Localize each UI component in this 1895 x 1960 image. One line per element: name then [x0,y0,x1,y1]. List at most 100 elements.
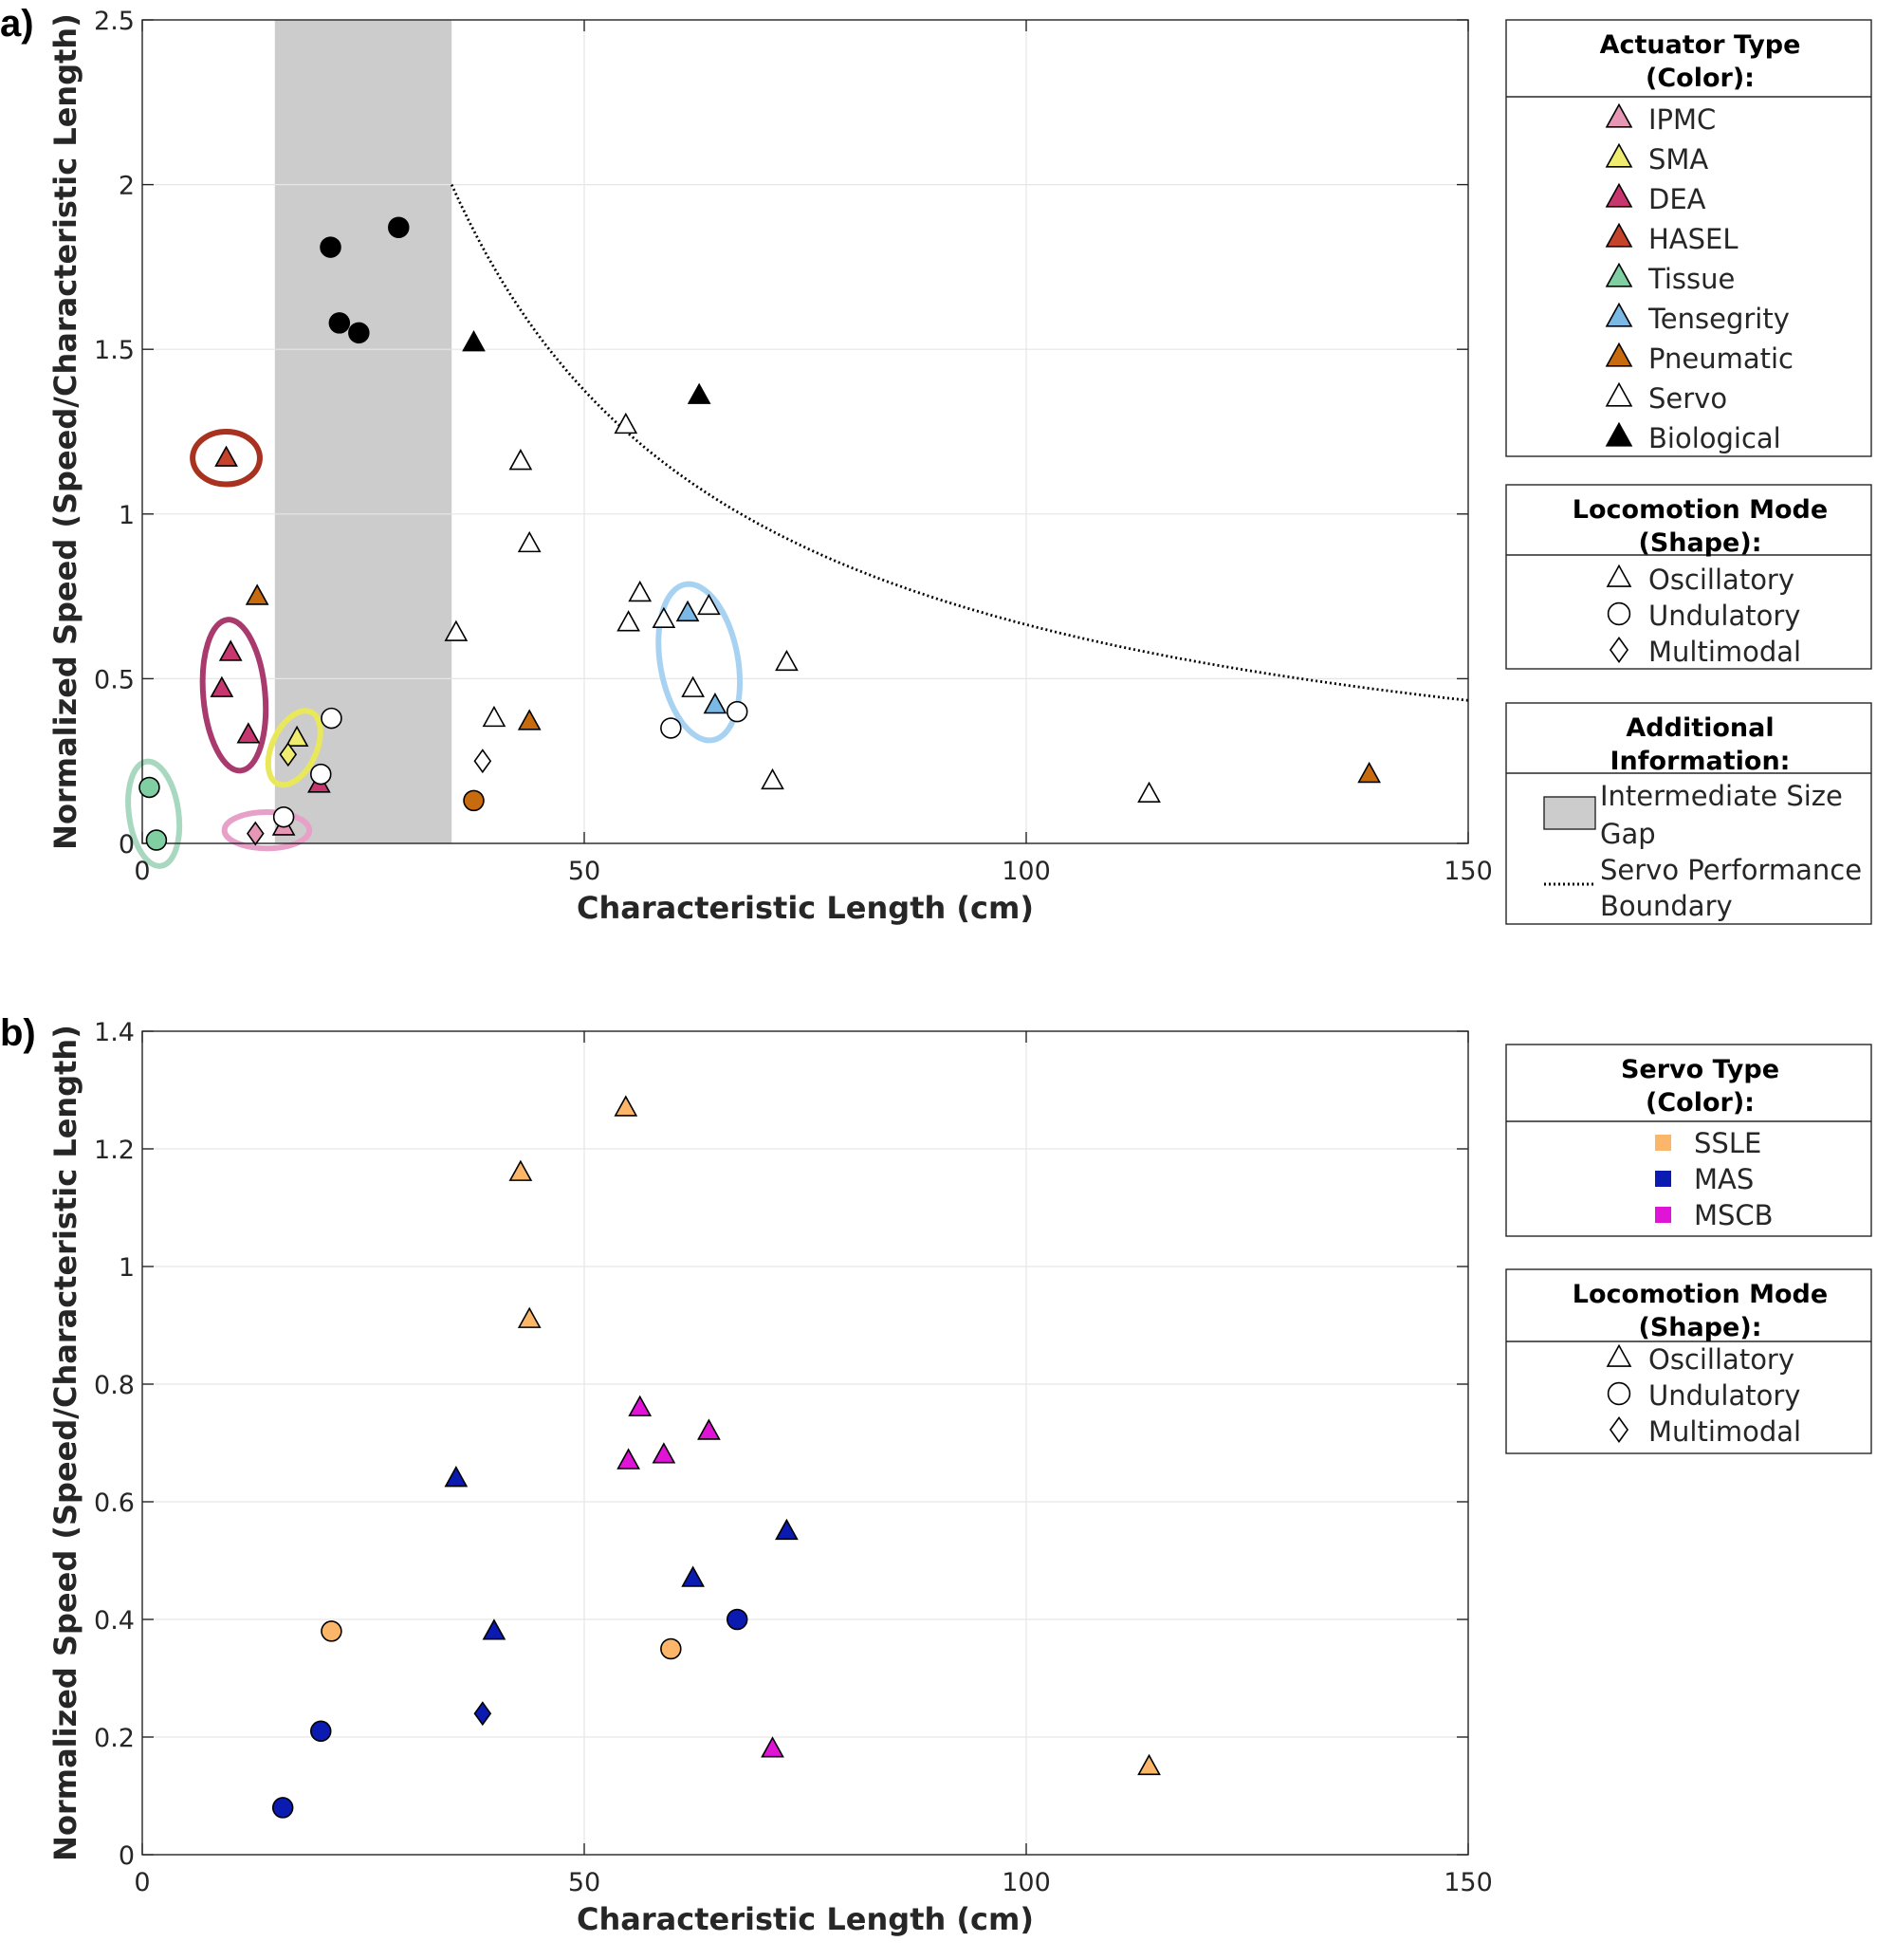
data-point [145,829,168,851]
axes-box [141,19,1469,844]
legend-item-label: MAS [1694,1163,1754,1195]
legend-item-label: Intermediate Size [1600,780,1843,812]
servo-performance-boundary [450,184,1469,702]
data-point [245,583,269,605]
data-point [508,449,533,471]
legend-shape-undulatory [1607,601,1631,626]
data-point [1357,761,1381,784]
legend-title: (Color): [1646,64,1755,93]
legend-item-label: SSLE [1694,1127,1761,1159]
data-point [697,593,721,616]
legend-marker-pneumatic [1605,342,1633,367]
y-tick-label: 1.2 [94,1136,135,1165]
legend-shape-oscillatory [1606,1343,1632,1367]
y-tick-label: 1.4 [94,1018,135,1047]
data-point [681,1565,705,1587]
data-point [628,580,653,602]
legend-marker-ipmc [1605,102,1633,128]
y-tick-label: 0.2 [94,1724,135,1753]
data-point [473,1701,492,1727]
legend-box [1505,1268,1872,1454]
data-point [463,789,485,812]
y-tick-label: 0.5 [94,665,135,694]
y-tick-label: 2.5 [94,7,135,36]
y-tick-label: 0.8 [94,1371,135,1400]
panel-label: a) [0,3,34,45]
legend-marker-servo [1605,381,1633,407]
legend-title: Locomotion Mode [1573,495,1828,525]
y-tick-label: 1 [119,1253,135,1283]
legend-locomotion-mode: Locomotion Mode(Shape): Oscillatory Undula… [1505,484,1872,670]
data-point [616,610,640,632]
highlight-ellipse-hasel [190,429,263,488]
x-axis-label: Characteristic Length (cm) [577,890,1034,926]
data-point [328,312,351,334]
legend-item-label: Undulatory [1648,600,1800,632]
legend-marker-hasel [1605,222,1633,248]
data-point [348,322,370,344]
data-point [462,330,486,352]
x-tick-label: 150 [1444,857,1493,886]
data-point [775,1518,799,1541]
data-point [628,1395,653,1416]
data-point [279,742,298,767]
intermediate-size-gap-region [274,20,452,843]
legend-shape-undulatory [1607,1381,1631,1406]
data-point [473,749,492,774]
legend-item-label: Gap [1600,818,1656,850]
gap-swatch [1543,796,1596,830]
legend-title: Locomotion Mode [1573,1280,1828,1309]
chart-panel-b: 0 50 100 150 0 0.2 0.4 0.6 0.8 1 1.2 1.4 Characteris… [0,1012,1493,1937]
data-point [444,1465,469,1488]
highlight-ellipse-tissue [125,758,183,869]
legend-swatch-ssle [1655,1135,1671,1151]
highlight-ellipse-sma [265,708,323,788]
y-tick-label: 0.6 [94,1488,135,1518]
legend-shape-multimodal [1609,637,1629,663]
legend-swatch-mas [1655,1171,1671,1187]
legend-title: Additional [1626,713,1774,743]
legend-item-label: IPMC [1648,103,1716,136]
data-point [218,639,243,661]
data-point [703,692,727,714]
data-point [697,1418,721,1440]
legend-servo-type: Servo Type (Color): SSLE MAS MSCB [1505,1044,1872,1237]
legend-item-label: DEA [1648,183,1706,215]
legend-item-label: SMA [1648,143,1708,176]
legend-item-label: Servo Performance [1600,854,1862,886]
data-point [761,767,784,790]
data-point [1137,1753,1161,1776]
data-point [687,382,711,404]
legend-marker-tensegrity [1605,302,1633,327]
data-point [321,1620,342,1642]
legend-shape-multimodal [1609,1416,1629,1443]
legend-item-label: Biological [1648,422,1781,454]
data-point [616,1448,640,1470]
legend-item-label: Undulatory [1648,1379,1800,1412]
x-tick-label: 50 [568,857,600,886]
legend-item-label: Tensegrity [1647,303,1790,335]
highlight-ellipse-tensegrity [655,581,744,744]
legend-item-label: Tissue [1647,263,1735,295]
x-tick-label: 0 [134,1868,150,1897]
legend-item-label: Servo [1648,382,1727,415]
data-point [388,216,410,238]
x-tick-label: 150 [1444,1868,1493,1897]
data-point [660,717,682,739]
y-tick-label: 2 [119,172,135,201]
data-point [508,1159,533,1181]
legend-box [1505,484,1872,670]
legend-item-label: HASEL [1648,223,1739,255]
data-point [660,1637,682,1660]
data-point [517,709,542,730]
data-point [271,1797,294,1819]
data-point [726,1608,748,1631]
legend-marker-sma [1605,142,1633,168]
data-point [517,1306,542,1328]
data-point [482,705,506,728]
legend-item-label: Multimodal [1648,636,1801,668]
data-point [775,649,799,672]
x-tick-label: 100 [1002,857,1051,886]
y-tick-label: 0.4 [94,1606,135,1636]
